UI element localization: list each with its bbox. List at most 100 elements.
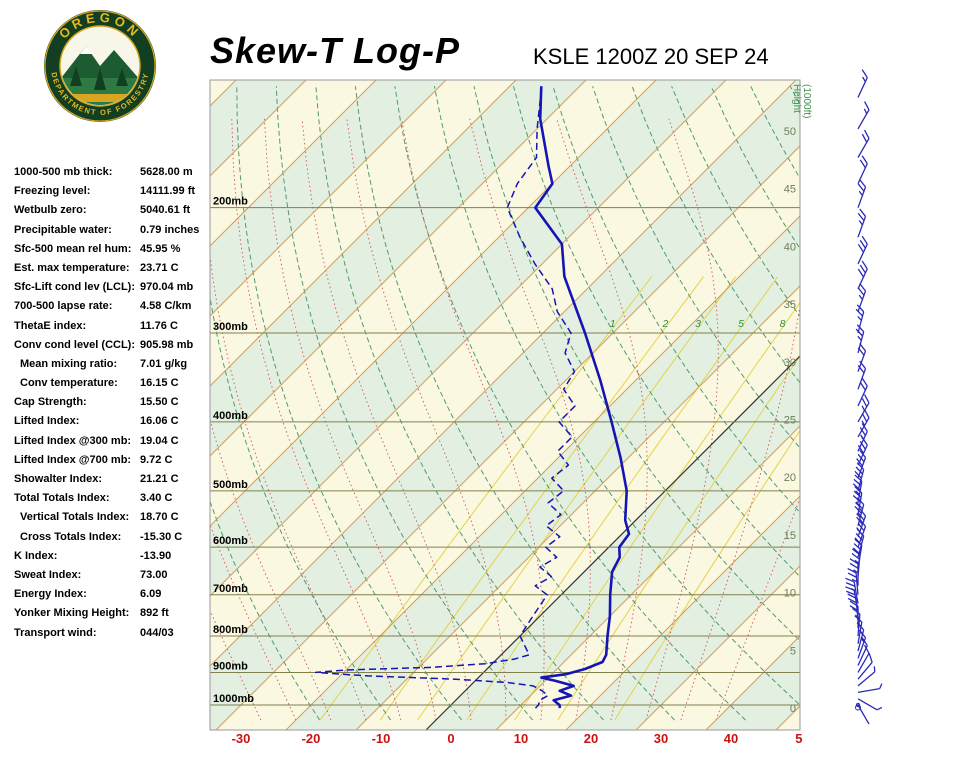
stat-label: 1000-500 mb thick: [14,166,113,178]
stat-row: Yonker Mixing Height: 892 ft [14,607,212,626]
stat-row: Mean mixing ratio: 7.01 g/kg [14,358,212,377]
svg-text:-30: -30 [232,731,251,746]
stat-label: Energy Index: [14,588,87,601]
stat-value: 14111.99 ft [140,185,196,198]
stat-label: Precipitable water: [14,223,112,236]
stat-label: Sfc-Lift cond lev (LCL): [14,281,135,294]
stat-label: Freezing level: [14,185,91,198]
svg-text:2: 2 [662,318,669,330]
svg-text:900mb: 900mb [213,660,248,672]
wind-barb [857,629,867,659]
svg-text:20: 20 [784,472,796,484]
stat-value: 6.09 [140,588,162,601]
svg-text:5: 5 [795,731,802,746]
svg-text:45: 45 [784,184,796,196]
wind-barbs [845,69,883,725]
stat-row: Lifted Index @300 mb: 19.04 C [14,435,212,454]
wind-barb [857,179,867,208]
stat-value: 18.70 C [140,511,179,524]
height-axis-title: (1000ft) [801,84,812,118]
stat-row: Cross Totals Index: -15.30 C [14,531,212,550]
stat-label: Transport wind: [14,626,97,639]
wind-barb [855,324,865,354]
svg-text:50: 50 [784,126,796,138]
stat-value: 21.21 C [140,473,179,485]
plot-border [209,79,801,731]
stat-row: Wetbulb zero: 5040.61 ft [14,204,212,223]
stat-value: 16.15 C [140,377,179,390]
svg-text:8: 8 [780,318,786,330]
stat-row: Conv cond level (CCL): 905.98 mb [14,339,212,358]
stat-row: Sweat Index: 73.00 [14,569,212,588]
svg-text:800mb: 800mb [213,624,248,636]
svg-text:30: 30 [784,357,796,369]
plot-area [210,80,800,730]
svg-text:30: 30 [654,731,668,746]
stat-value: 0.79 inches [140,223,200,236]
wind-barb [854,462,865,491]
stat-row: Sfc-Lift cond lev (LCL): 970.04 mb [14,281,212,300]
stat-row: K Index: -13.90 [14,550,212,569]
zero-isotherm [425,355,800,730]
odf-logo: OREGON DEPARTMENT OF FORESTRY [42,8,158,124]
stat-label: ThetaE index: [14,319,87,332]
svg-text:0: 0 [790,703,796,715]
stat-value: 4.58 C/km [140,300,192,313]
stat-value: 73.00 [140,568,168,581]
svg-text:3: 3 [695,318,701,330]
stat-value: -15.30 C [140,530,183,543]
stat-label: 700-500 lapse rate: [14,300,113,313]
indices-panel: 1000-500 mb thick: 5628.00 m Freezing leve… [14,166,212,646]
stat-value: 044/03 [140,626,174,639]
stat-value: 7.01 g/kg [140,357,188,370]
stat-value: 23.71 C [140,261,179,274]
wind-barb [857,69,868,98]
stat-value: 45.95 % [140,242,181,255]
stat-row: Lifted Index @700 mb: 9.72 C [14,454,212,473]
stat-label: Mean mixing ratio: [20,357,118,370]
svg-text:5: 5 [738,318,744,330]
temp-axis-labels: -30 -20 -10 0 10 20 30 40 5 [232,731,803,746]
stat-value: 19.04 C [140,434,179,447]
wind-barb [857,208,867,238]
page-title: Skew-T Log-P [210,30,461,71]
stat-value: 905.98 mb [140,338,194,351]
wind-barb [855,304,865,334]
wind-barb [857,653,873,680]
stat-label: Cap Strength: [14,396,87,409]
wind-barb [857,377,868,407]
svg-text:700mb: 700mb [213,583,248,595]
stat-label: Total Totals Index: [14,492,110,505]
stat-label: Showalter Index: [14,473,103,485]
stat-row: Conv temperature: 16.15 C [14,377,212,396]
stat-row: Est. max temperature: 23.71 C [14,262,212,281]
wind-barb [857,644,870,673]
svg-text:300mb: 300mb [213,321,248,333]
wind-barb [857,235,868,265]
stat-label: Yonker Mixing Height: [14,607,130,620]
isobars [210,207,800,706]
stat-label: Lifted Index: [14,415,80,428]
svg-text:500mb: 500mb [213,479,248,491]
svg-text:25: 25 [784,415,796,427]
stat-row: ThetaE index: 11.76 C [14,320,212,339]
stat-label: Wetbulb zero: [14,204,87,217]
odf-logo-svg: OREGON DEPARTMENT OF FORESTRY [44,10,156,122]
stat-value: 892 ft [140,607,169,620]
stat-label: Vertical Totals Index: [20,511,130,524]
svg-text:35: 35 [784,299,796,311]
wind-barb [847,568,859,595]
wind-barb [857,155,868,184]
stat-row: 1000-500 mb thick: 5628.00 m [14,166,212,185]
svg-text:0: 0 [447,731,454,746]
stat-label: Cross Totals Index: [20,530,122,543]
stat-row: Energy Index: 6.09 [14,588,212,607]
dry-adiabats [210,85,800,721]
svg-text:1000mb: 1000mb [213,693,254,705]
stat-label: Conv cond level (CCL): [14,338,136,351]
svg-text:5: 5 [790,645,796,657]
stat-row: Cap Strength: 15.50 C [14,396,212,415]
stat-value: 11.76 C [140,319,178,332]
